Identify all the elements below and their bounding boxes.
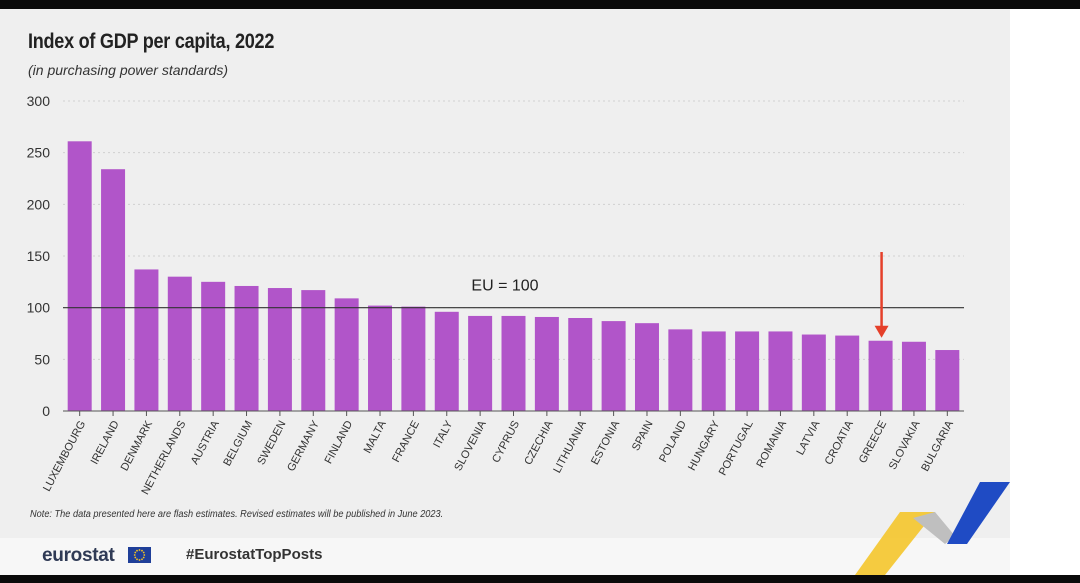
y-tick-label: 100 [27,300,51,316]
bar [534,316,559,411]
top-border [0,0,1080,9]
footer-strip [0,538,1010,575]
x-tick-label: HUNGARY [686,418,723,473]
x-tick-label: SLOVAKIA [887,418,923,472]
bar [668,329,693,411]
bar [301,290,326,411]
x-tick-label: ESTONIA [589,418,622,467]
x-tick-label: PORTUGAL [717,419,756,478]
x-tick-label: SWEDEN [255,419,288,467]
bar [735,331,760,411]
bar [568,318,593,411]
bar [601,321,626,411]
bar [101,169,126,411]
highlight-arrow-icon [874,325,889,338]
bar [868,340,893,411]
y-tick-label: 300 [27,93,51,109]
bar [234,285,259,411]
bar [267,288,292,411]
bar [935,350,960,411]
y-tick-label: 0 [42,403,50,419]
reference-line-label: EU = 100 [471,278,538,295]
x-tick-label: SLOVENIA [452,418,489,473]
eu-flag-icon [128,547,151,563]
bar [334,298,359,411]
eurostat-logo: eurostat [42,545,115,566]
x-tick-label: IRELAND [89,419,122,467]
y-tick-label: 150 [27,248,51,264]
y-tick-label: 50 [34,351,50,367]
x-tick-label: MALTA [362,418,389,455]
bar [434,311,459,411]
bar [368,305,393,411]
bar [67,141,92,412]
x-tick-label: SPAIN [630,419,656,453]
x-tick-label: LATVIA [794,418,822,457]
x-tick-label: CROATIA [823,418,856,467]
x-tick-label: CYPRUS [490,419,522,465]
corner-decoration-icon [855,482,1010,575]
bar [701,331,726,411]
y-tick-label: 200 [27,196,51,212]
bar [468,315,493,411]
x-tick-label: GREECE [857,419,889,466]
x-tick-label: BELGIUM [221,419,255,468]
bar [901,341,926,411]
bar [501,315,526,411]
y-tick-label: 250 [27,145,51,161]
bar [134,269,159,411]
bar [167,276,192,411]
bar [768,331,793,411]
x-tick-label: LITHUANIA [551,418,589,475]
bottom-border [0,575,1080,583]
x-tick-label: POLAND [657,419,689,465]
hashtag-link[interactable]: #EurostatTopPosts [186,546,323,563]
x-tick-label: DENMARK [119,418,156,473]
x-tick-label: BULGARIA [919,418,956,473]
x-tick-label: AUSTRIA [189,418,222,466]
chart-subtitle: (in purchasing power standards) [28,62,228,78]
bar [201,281,226,411]
x-tick-label: FRANCE [390,419,422,465]
x-tick-label: ROMANIA [754,418,789,470]
bar [801,334,826,411]
bar [835,335,860,411]
bar [634,323,659,411]
x-tick-label: GERMANY [285,418,322,473]
x-tick-label: ITALY [431,418,455,450]
x-tick-label: CZECHIA [522,418,556,467]
footnote: Note: The data presented here are flash … [30,509,444,520]
bar [401,306,426,411]
x-tick-label: FINLAND [323,419,356,466]
chart-title: Index of GDP per capita, 2022 [28,30,275,53]
x-tick-label: LUXEMBOURG [41,419,88,494]
